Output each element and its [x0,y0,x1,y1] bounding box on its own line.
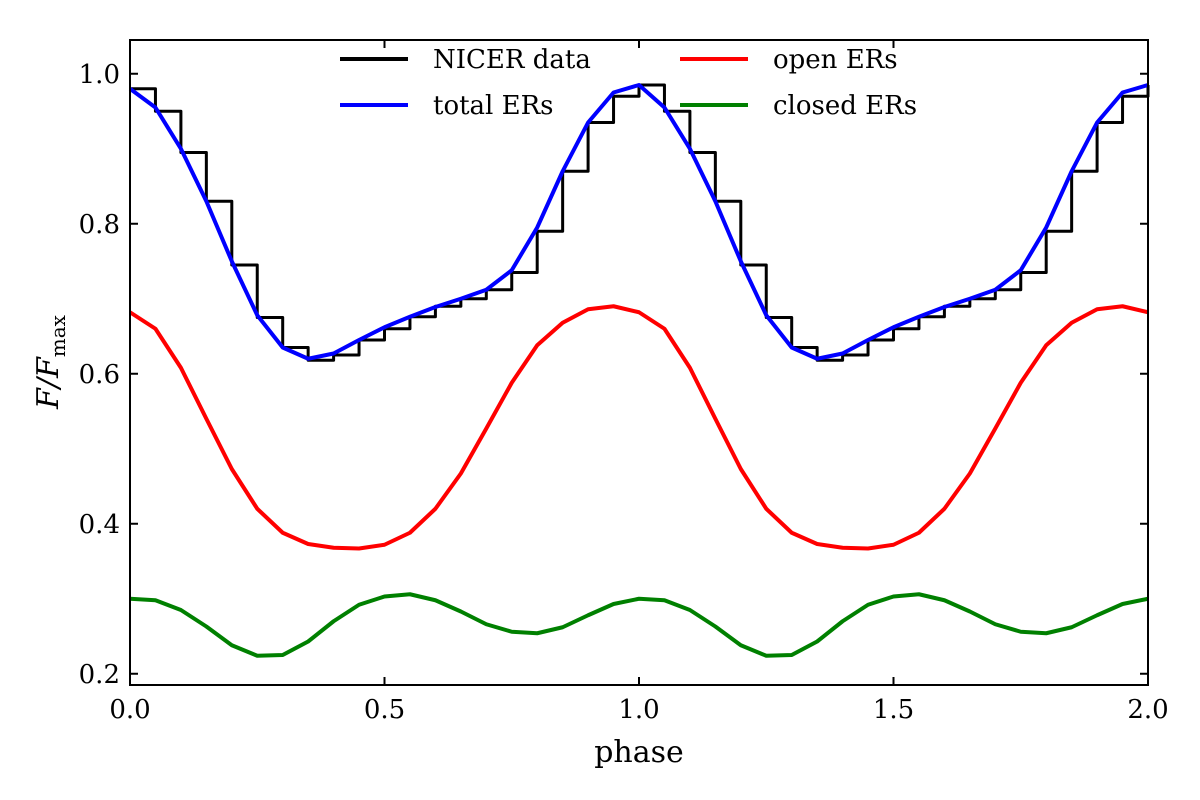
x-tick-label: 0.0 [109,695,150,725]
y-axis-label-main: F/F [31,356,66,410]
y-tick-label: 0.2 [79,660,120,690]
series-line-closed-ers [129,592,1149,658]
x-tick-label: 0.5 [364,695,405,725]
y-tick-label: 1.0 [79,60,120,90]
legend-label-total-ers: total ERs [433,91,554,121]
series-line-total-ers [128,83,1149,361]
series-line-open-ers [128,304,1149,551]
series-layer [128,83,1150,658]
y-axis-label: F/Fmax [31,314,70,410]
x-axis-label: phase [594,735,684,770]
ticks-layer: 0.0 0.5 1.0 1.5 2.0 0.2 0.4 0.6 0.8 1.0 [79,40,1169,725]
x-tick-label: 1.0 [618,695,659,725]
y-tick-label: 0.4 [79,510,120,540]
y-axis-label-subscript: max [46,314,70,357]
y-tick-label: 0.8 [79,210,120,240]
legend-label-nicer-data: NICER data [433,45,591,75]
legend-label-closed-ers: closed ERs [773,91,917,121]
legend: NICER data total ERs open ERs closed ERs [340,45,917,121]
x-tick-label: 1.5 [873,695,914,725]
y-tick-label: 0.6 [79,360,120,390]
x-tick-label: 2.0 [1127,695,1168,725]
legend-label-open-ers: open ERs [773,45,898,75]
